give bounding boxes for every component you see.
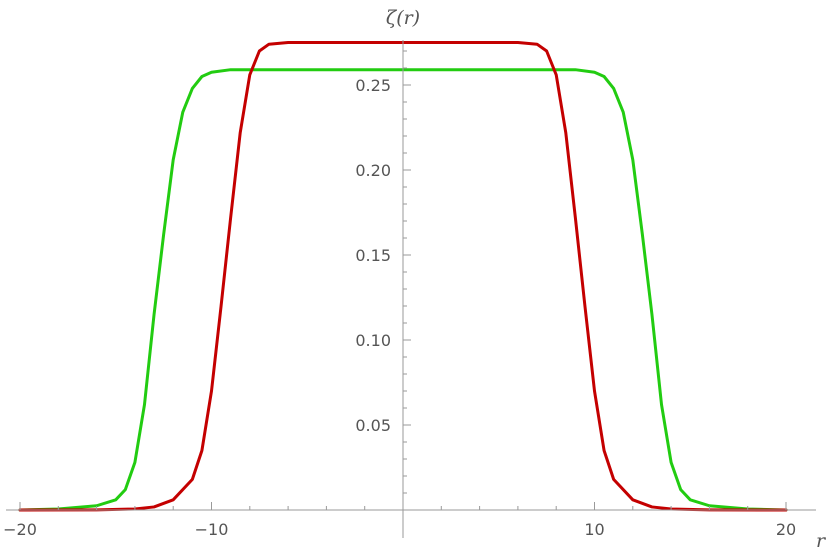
x-axis-title: r bbox=[816, 530, 827, 547]
ticks-layer: −20 −10 10 20 0.05 0.10 0.15 0.20 0.25 bbox=[3, 50, 796, 539]
x-tick-label: 10 bbox=[584, 520, 604, 539]
y-tick-label: 0.20 bbox=[355, 161, 391, 180]
y-tick-label: 0.15 bbox=[355, 246, 391, 265]
y-axis-title: ζ(r) bbox=[386, 7, 420, 29]
x-tick-label: 20 bbox=[776, 520, 796, 539]
y-tick-label: 0.05 bbox=[355, 416, 391, 435]
y-tick-label: 0.10 bbox=[355, 331, 391, 350]
x-tick-label: −10 bbox=[195, 520, 229, 539]
x-tick-label: −20 bbox=[3, 520, 37, 539]
y-tick-label: 0.25 bbox=[355, 76, 391, 95]
axes-layer bbox=[6, 40, 816, 538]
